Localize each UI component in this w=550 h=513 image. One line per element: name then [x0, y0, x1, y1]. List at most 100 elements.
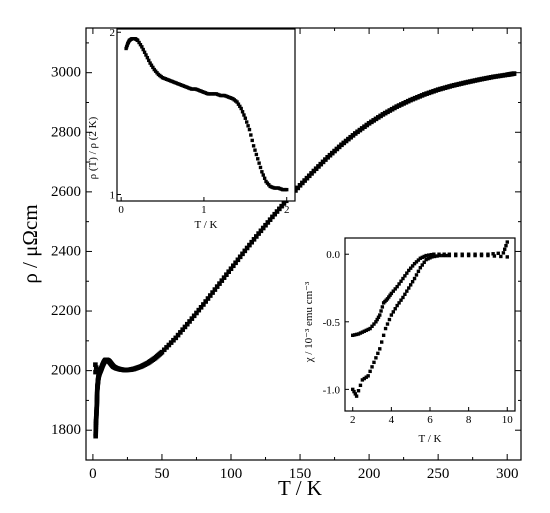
- inset-upper-data-point: [145, 55, 150, 60]
- inset-lower-series-1-data-point: [405, 289, 409, 293]
- main-data-point: [323, 157, 328, 162]
- main-data-point: [198, 305, 204, 310]
- inset-lower-series-1-data-point: [444, 253, 448, 258]
- inset-lower-series-1-data-point: [410, 280, 415, 284]
- main-x-axis-label: T / K: [278, 476, 322, 500]
- inset-lower-series-1-data-point: [426, 257, 430, 261]
- main-data-point: [428, 89, 434, 95]
- inset-lower-series-0-data-point: [366, 327, 370, 332]
- main-data-point: [493, 74, 498, 79]
- inset-upper-x-tick-label: 0: [118, 204, 124, 216]
- main-data-point: [281, 201, 287, 206]
- main-data-point: [235, 257, 241, 263]
- main-data-point: [263, 222, 268, 228]
- main-data-point: [458, 81, 464, 86]
- inset-upper-data-point: [148, 61, 152, 65]
- main-data-point: [449, 83, 455, 89]
- main-y-tick-label: 2400: [51, 243, 81, 259]
- inset-lower-series-0-data-point: [375, 317, 379, 322]
- inset-lower-y-axis-label: χ / 10⁻³ emu cm⁻³: [303, 281, 315, 363]
- inset-lower-series-1-data-point: [454, 253, 458, 258]
- main-data-point: [329, 150, 335, 156]
- inset-upper-data-point: [285, 187, 289, 192]
- main-data-point: [419, 93, 425, 98]
- inset-lower-series-1-data-point: [408, 283, 413, 287]
- inset-lower-series-0-data-point: [401, 276, 405, 281]
- inset-lower-series-0-data-point: [376, 315, 381, 319]
- inset-lower-series-0-data-point: [420, 255, 424, 260]
- inset-lower-series-1-data-point: [460, 253, 464, 258]
- main-data-point: [405, 98, 411, 104]
- inset-lower-series-0-data-point: [388, 293, 392, 297]
- main-data-point: [93, 369, 98, 375]
- main-data-point: [426, 90, 432, 96]
- inset-lower-series-0-data-point: [397, 282, 401, 286]
- main-data-point: [265, 220, 271, 225]
- main-data-point: [237, 254, 243, 260]
- main-data-point: [401, 101, 406, 106]
- inset-lower-series-1-data-point: [486, 253, 490, 258]
- inset-lower-series-1-data-point: [432, 254, 437, 259]
- main-data-point: [272, 211, 278, 217]
- main-data-point: [205, 296, 211, 301]
- main-data-point: [224, 272, 229, 277]
- inset-upper-x-axis-label: T / K: [194, 219, 217, 231]
- main-data-point: [481, 76, 487, 81]
- inset-upper-data-point: [239, 106, 243, 111]
- inset-lower-series-0-data-point: [422, 254, 426, 259]
- main-x-tick-label: 150: [289, 466, 312, 482]
- inset-lower-series-1-data-point: [395, 303, 399, 308]
- inset-lower-series-1-data-point: [412, 276, 417, 281]
- inset-lower-series-1-data-point: [403, 292, 407, 297]
- inset-lower-x-tick-label: 4: [389, 414, 395, 426]
- main-x-tick-label: 300: [496, 466, 519, 482]
- inset-upper-y-tick-label: 1: [110, 190, 116, 202]
- main-data-point: [336, 144, 342, 150]
- main-data-point: [502, 72, 508, 78]
- inset-upper-data-point: [147, 58, 151, 63]
- main-data-point: [270, 214, 275, 220]
- inset-lower-series-1-data-point: [366, 374, 370, 378]
- main-data-point: [171, 337, 176, 343]
- inset-upper-data-point: [257, 161, 261, 165]
- main-data-point: [300, 180, 305, 186]
- inset-lower-chart: 2 4 6 8 10 0.0 -0.5 -1.0 T / K χ / 10⁻³ emu cm⁻³: [303, 237, 516, 445]
- main-data-point: [240, 251, 245, 257]
- inset-lower-series-0-data-point: [410, 264, 415, 268]
- inset-upper-data-point: [243, 116, 248, 120]
- main-data-point: [178, 330, 183, 335]
- main-data-point: [173, 335, 179, 341]
- inset-lower-series-0-data-point: [395, 284, 399, 289]
- inset-lower-series-0-data-point: [351, 333, 355, 338]
- main-data-point: [214, 284, 220, 289]
- main-data-point: [203, 299, 208, 304]
- main-data-point: [442, 85, 448, 91]
- inset-lower-series-0-data-point: [362, 329, 367, 333]
- inset-lower-y-tick-label: -1.0: [323, 384, 341, 396]
- main-data-point: [396, 103, 402, 108]
- inset-lower-series-1-data-point: [354, 394, 359, 398]
- inset-upper-data-point: [260, 170, 264, 174]
- inset-lower-series-1-data-point: [358, 383, 363, 388]
- inset-lower-series-1-data-point: [368, 369, 372, 374]
- main-data-point: [251, 237, 257, 242]
- inset-lower-series-0-data-point: [403, 274, 407, 278]
- inset-lower-series-0-data-point: [354, 332, 359, 337]
- main-data-point: [495, 73, 501, 79]
- main-y-tick-label: 2200: [51, 303, 81, 319]
- main-data-point: [93, 365, 99, 370]
- main-data-point: [491, 74, 496, 80]
- inset-lower-series-0-data-point: [372, 322, 376, 326]
- main-data-point: [316, 164, 321, 169]
- inset-upper-data-point: [251, 144, 256, 148]
- inset-lower-x-tick-label: 10: [502, 414, 514, 426]
- main-data-point: [357, 127, 363, 133]
- main-data-point: [488, 75, 494, 80]
- main-data-point: [164, 345, 169, 350]
- inset-lower-series-1-data-point: [416, 269, 421, 274]
- inset-lower-series-0-data-point: [427, 253, 431, 257]
- main-data-point: [260, 225, 266, 231]
- main-data-point: [403, 99, 409, 105]
- inset-lower-series-0-data-point: [391, 289, 395, 293]
- inset-lower-series-0-data-point: [385, 297, 390, 301]
